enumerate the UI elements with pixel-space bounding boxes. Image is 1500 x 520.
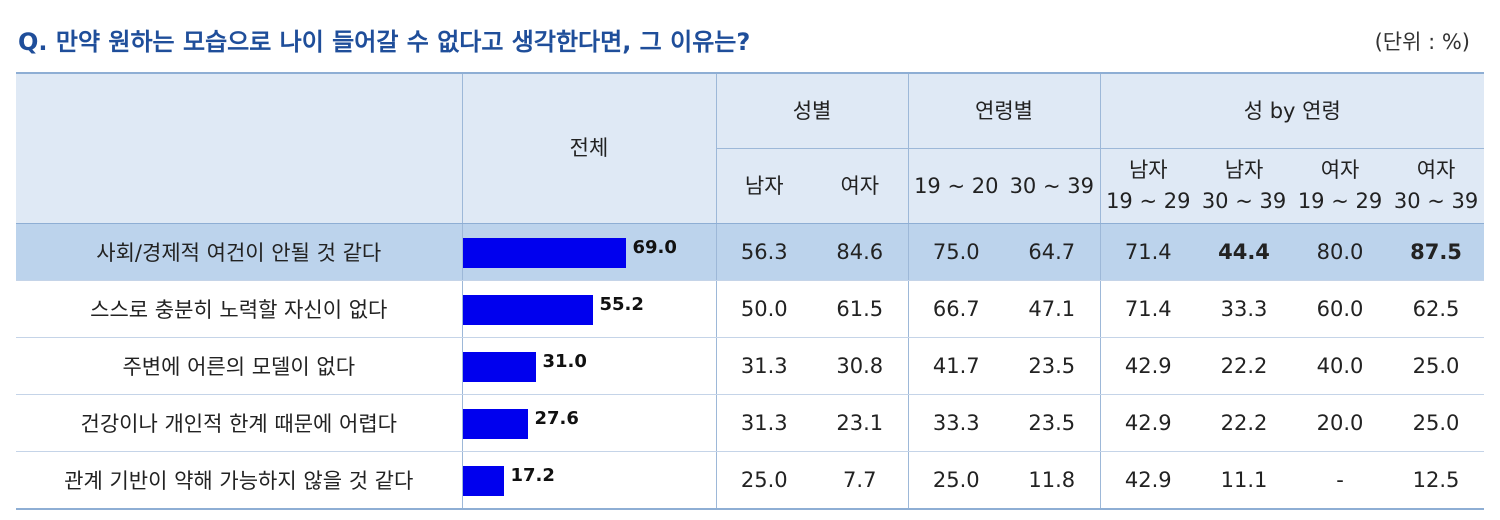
value-cell: 20.0 [1292,394,1389,452]
bar [462,295,593,325]
bar [462,238,626,268]
value-cell: 22.2 [1196,337,1293,395]
subheader: 여자 19 ~ 29 [1292,148,1389,224]
value-cell: 80.0 [1292,223,1389,281]
bar-cell: 55.2 [462,280,717,338]
table-row: 건강이나 개인적 한계 때문에 어렵다 27.6 31.3 23.1 33.3 23.5 4… [16,394,1485,452]
value-cell: 33.3 [908,394,1005,452]
value-cell: 64.7 [1004,223,1101,281]
row-label: 사회/경제적 여건이 안될 것 같다 [16,223,463,281]
row-label: 주변에 어른의 모델이 없다 [16,337,463,395]
value-cell: 62.5 [1388,280,1485,338]
corner-header [16,72,463,224]
value-cell: 75.0 [908,223,1005,281]
question-title: Q. 만약 원하는 모습으로 나이 들어갈 수 없다고 생각한다면, 그 이유는… [18,28,751,56]
value-cell: 61.5 [812,280,909,338]
value-cell: 25.0 [908,451,1005,510]
value-cell: 30.8 [812,337,909,395]
value-cell: 25.0 [1388,394,1485,452]
value-cell: 23.1 [812,394,909,452]
value-cell: 42.9 [1100,451,1197,510]
value-cell: 71.4 [1100,223,1197,281]
result-table: 전체 성별 연령별 성 by 연령 남자 여자 19 ~ 20 30 ~ 39 … [16,72,1485,510]
value-cell: 25.0 [1388,337,1485,395]
table-row: 주변에 어른의 모델이 없다 31.0 31.3 30.8 41.7 23.5 42.9 22… [16,337,1485,395]
value-cell: - [1292,451,1389,510]
value-cell: 44.4 [1196,223,1293,281]
value-cell: 87.5 [1388,223,1485,281]
value-cell: 12.5 [1388,451,1485,510]
bar [462,409,528,439]
value-cell: 71.4 [1100,280,1197,338]
bar-cell: 27.6 [462,394,717,452]
row-label: 스스로 충분히 노력할 자신이 없다 [16,280,463,338]
header-total: 전체 [462,72,717,224]
unit-label: (단위 : %) [1374,30,1470,54]
table-row: 관계 기반이 약해 가능하지 않을 것 같다 17.2 25.0 7.7 25.0 11.… [16,451,1485,510]
value-cell: 23.5 [1004,337,1101,395]
subheader: 여자 [812,148,909,224]
subheader: 30 ~ 39 [1004,148,1101,224]
subheader: 남자 [716,148,812,224]
header-gender-by-age: 성 by 연령 [1100,72,1485,149]
value-cell: 25.0 [716,451,812,510]
value-cell: 84.6 [812,223,909,281]
table-row: 사회/경제적 여건이 안될 것 같다 69.0 56.3 84.6 75.0 64.7 71… [16,223,1485,281]
bar [462,466,504,496]
value-cell: 11.8 [1004,451,1101,510]
header-age: 연령별 [908,72,1101,149]
value-cell: 42.9 [1100,394,1197,452]
header-gender: 성별 [716,72,909,149]
bar-value-label: 55.2 [599,294,644,315]
row-label: 관계 기반이 약해 가능하지 않을 것 같다 [16,451,463,510]
bar-cell: 69.0 [462,223,717,281]
bar [462,352,536,382]
value-cell: 23.5 [1004,394,1101,452]
value-cell: 47.1 [1004,280,1101,338]
bar-value-label: 27.6 [534,408,579,429]
bar-value-label: 69.0 [632,237,677,258]
value-cell: 33.3 [1196,280,1293,338]
value-cell: 41.7 [908,337,1005,395]
value-cell: 7.7 [812,451,909,510]
value-cell: 50.0 [716,280,812,338]
value-cell: 60.0 [1292,280,1389,338]
value-cell: 31.3 [716,394,812,452]
subheader: 19 ~ 20 [908,148,1005,224]
row-label: 건강이나 개인적 한계 때문에 어렵다 [16,394,463,452]
value-cell: 40.0 [1292,337,1389,395]
value-cell: 66.7 [908,280,1005,338]
value-cell: 11.1 [1196,451,1293,510]
value-cell: 22.2 [1196,394,1293,452]
subheader: 남자 30 ~ 39 [1196,148,1293,224]
subheader: 여자 30 ~ 39 [1388,148,1485,224]
bar-cell: 31.0 [462,337,717,395]
value-cell: 31.3 [716,337,812,395]
bar-value-label: 31.0 [542,351,587,372]
bar-cell: 17.2 [462,451,717,510]
value-cell: 56.3 [716,223,812,281]
value-cell: 42.9 [1100,337,1197,395]
bar-value-label: 17.2 [510,465,555,486]
table-row: 스스로 충분히 노력할 자신이 없다 55.2 50.0 61.5 66.7 47.1 71… [16,280,1485,338]
subheader: 남자 19 ~ 29 [1100,148,1197,224]
